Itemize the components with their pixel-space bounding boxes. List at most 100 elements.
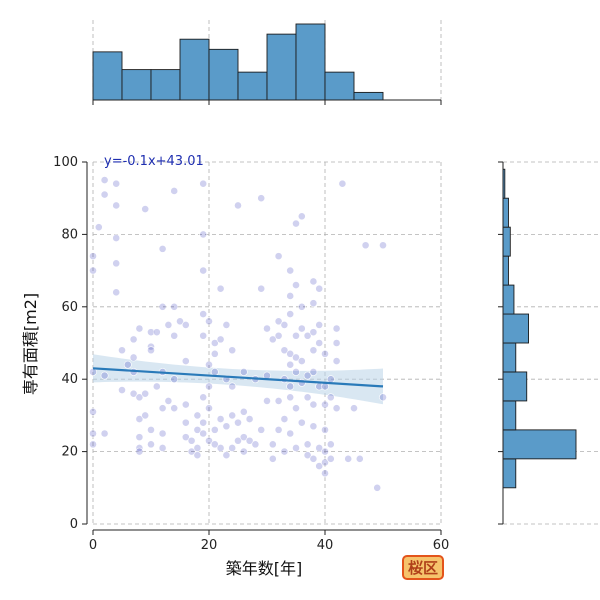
data-point xyxy=(239,433,248,442)
data-point xyxy=(164,397,173,405)
marginal-x-bar xyxy=(295,23,326,101)
data-point xyxy=(326,454,335,463)
marginal-y-bar xyxy=(502,371,528,402)
data-point xyxy=(147,346,155,355)
data-point xyxy=(321,469,329,478)
data-point xyxy=(332,339,341,347)
marginal-y-bar xyxy=(502,313,529,344)
data-point xyxy=(129,353,138,362)
data-point xyxy=(309,368,318,376)
data-point xyxy=(170,302,179,311)
data-point xyxy=(315,444,324,452)
data-point xyxy=(257,425,266,434)
data-point xyxy=(286,393,295,402)
data-point xyxy=(263,324,271,333)
data-point xyxy=(315,320,324,329)
data-point xyxy=(193,444,202,452)
data-point xyxy=(286,292,295,300)
data-point xyxy=(216,415,225,423)
y-tick-label: 40 xyxy=(61,372,78,387)
data-point xyxy=(274,317,283,326)
data-point xyxy=(245,415,254,423)
data-point xyxy=(268,440,277,449)
data-point xyxy=(292,404,300,413)
data-point xyxy=(135,433,144,442)
data-point xyxy=(274,252,283,261)
data-point xyxy=(187,436,196,445)
marginal-x-histogram xyxy=(92,23,442,105)
data-point xyxy=(152,382,161,391)
data-point xyxy=(309,400,318,409)
data-point xyxy=(292,444,300,452)
data-point xyxy=(147,425,155,434)
data-point xyxy=(379,393,387,402)
data-point xyxy=(205,404,213,413)
district-badge: 桜区 xyxy=(402,555,444,580)
data-point xyxy=(321,447,329,456)
data-point xyxy=(216,444,225,452)
data-point xyxy=(286,382,295,391)
data-point xyxy=(315,339,324,347)
data-point xyxy=(286,349,295,358)
data-point xyxy=(309,277,318,286)
regression-line xyxy=(92,367,384,388)
data-point xyxy=(112,179,121,188)
data-point xyxy=(355,454,364,463)
data-point xyxy=(181,433,190,442)
data-point xyxy=(332,324,341,333)
data-point xyxy=(199,310,208,318)
data-point xyxy=(181,418,190,427)
data-point xyxy=(199,393,208,402)
data-point xyxy=(251,440,260,449)
data-point xyxy=(158,429,167,438)
data-point xyxy=(164,320,173,329)
data-point xyxy=(303,331,312,340)
data-point xyxy=(112,288,121,297)
marginal-x-bar xyxy=(121,69,152,101)
data-point xyxy=(280,346,289,355)
data-point xyxy=(274,397,283,405)
data-point xyxy=(239,447,248,456)
data-point xyxy=(222,422,231,431)
data-point xyxy=(239,407,248,416)
data-point xyxy=(309,346,318,355)
data-point xyxy=(350,404,358,413)
marginal-x-bar xyxy=(266,33,297,101)
data-point xyxy=(129,335,138,344)
marginal-x-bar xyxy=(208,48,239,101)
data-point xyxy=(263,397,271,405)
marginal-y-bar xyxy=(502,342,517,373)
data-point xyxy=(303,393,312,402)
data-point xyxy=(141,411,150,420)
data-point xyxy=(326,393,335,402)
data-point xyxy=(338,179,347,188)
data-point xyxy=(187,447,196,456)
data-point xyxy=(141,205,150,213)
y-tick-label: 100 xyxy=(53,155,78,170)
data-point xyxy=(303,371,312,380)
data-point xyxy=(210,349,219,358)
data-point xyxy=(135,447,144,456)
marginal-x-bar xyxy=(92,51,123,101)
data-point xyxy=(94,223,103,232)
data-point xyxy=(170,404,179,413)
data-point xyxy=(199,331,208,340)
marginal-y-bar xyxy=(502,226,511,257)
data-point xyxy=(303,451,312,460)
data-point xyxy=(176,317,184,326)
data-point xyxy=(292,368,300,376)
data-point xyxy=(152,328,161,337)
data-point xyxy=(170,331,179,340)
marginal-x-bar xyxy=(237,71,268,101)
data-point xyxy=(274,425,283,434)
data-point xyxy=(228,444,237,452)
data-point xyxy=(297,418,306,427)
data-point xyxy=(315,462,324,470)
data-point xyxy=(205,436,213,445)
data-point xyxy=(280,447,289,456)
data-point xyxy=(326,375,335,384)
marginal-y-bar xyxy=(502,458,517,489)
data-point xyxy=(286,266,295,275)
data-point xyxy=(268,454,277,463)
